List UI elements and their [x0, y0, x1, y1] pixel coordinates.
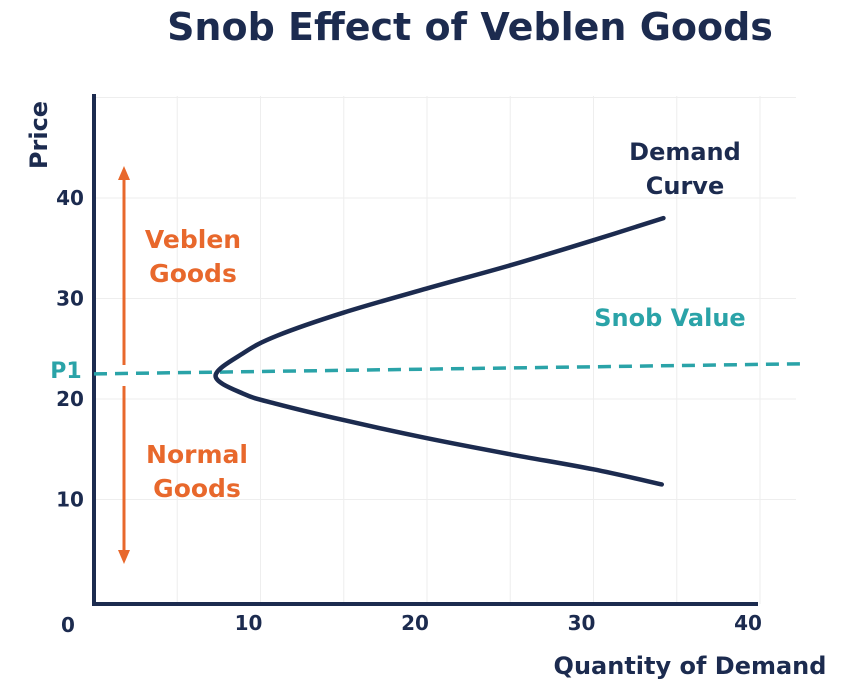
x-tick-label: 30	[568, 611, 596, 635]
y-tick-label: 40	[56, 186, 84, 210]
normal-goods-label-line1: Normal	[146, 440, 248, 469]
demand-curve-label-line2: Curve	[646, 172, 724, 200]
x-axis-label: Quantity of Demand	[554, 652, 827, 680]
snob-value-line	[93, 362, 801, 376]
axes	[92, 94, 758, 606]
y-tick-label: 20	[56, 387, 84, 411]
x-tick-label: 10	[235, 611, 263, 635]
demand-curve-label-line1: Demand	[629, 138, 741, 166]
tick-labels: 10 20 30 40 10 20 30 40 0 Quantity of Demand Price	[25, 101, 826, 680]
series	[93, 215, 801, 487]
y-tick-label: 10	[56, 488, 84, 512]
arrow-down-icon	[118, 550, 130, 564]
grid	[94, 96, 796, 604]
chart-title: Snob Effect of Veblen Goods	[167, 5, 773, 49]
y-axis-label: Price	[25, 101, 53, 169]
demand-curve	[213, 215, 666, 487]
origin-label: 0	[61, 613, 75, 637]
y-tick-label: 30	[56, 287, 84, 311]
p1-label: P1	[50, 359, 81, 384]
veblen-goods-label-line1: Veblen	[145, 225, 241, 254]
arrow-up-icon	[118, 166, 130, 180]
x-tick-label: 40	[734, 611, 762, 635]
snob-value-label: Snob Value	[594, 304, 745, 332]
normal-goods-label-line2: Goods	[153, 474, 241, 503]
annotations: P1 Snob Value Demand Curve Veblen Goods Normal…	[50, 138, 746, 564]
veblen-goods-label-line2: Goods	[149, 259, 237, 288]
x-tick-label: 20	[401, 611, 429, 635]
